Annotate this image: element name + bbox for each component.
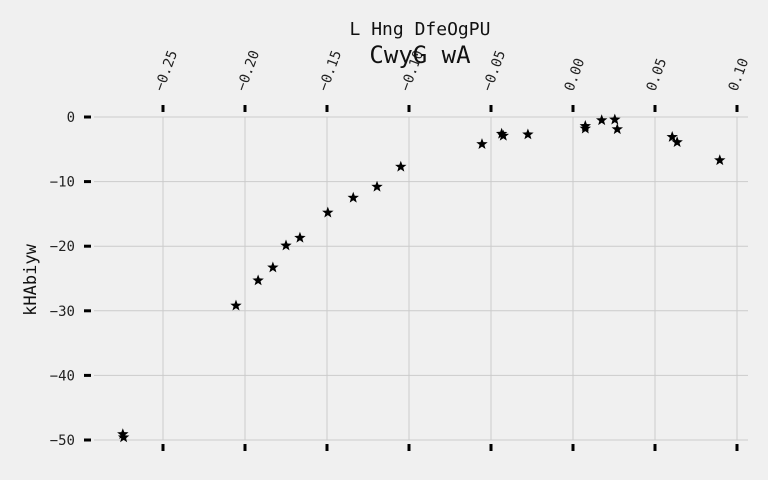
y-tick-label: −10 <box>50 175 75 191</box>
x-tick-mark-bottom <box>325 444 329 451</box>
x-tick-mark-bottom <box>161 444 165 451</box>
data-point <box>579 122 592 134</box>
data-point <box>294 231 306 243</box>
y-tick-mark <box>84 438 91 442</box>
y-tick-label: 0 <box>67 110 75 126</box>
y-tick-label: −30 <box>50 304 75 320</box>
data-points <box>117 113 726 443</box>
data-point <box>395 160 407 172</box>
data-point <box>347 191 359 203</box>
x-tick-mark-bottom <box>489 444 493 451</box>
data-point <box>371 180 383 192</box>
x-tick-mark-top <box>161 105 165 112</box>
y-axis-label: kHAbiyw <box>21 243 41 315</box>
chart-title: CwyG wA <box>369 41 471 69</box>
chart-suptitle: L Hng DfeOgPU <box>350 19 491 40</box>
data-point <box>609 113 621 125</box>
data-point <box>476 138 488 149</box>
data-point <box>267 261 279 273</box>
data-point <box>117 431 130 443</box>
data-point <box>495 127 508 139</box>
x-tick-mark-top <box>653 105 657 112</box>
y-tick-mark <box>84 115 91 119</box>
data-point <box>666 131 678 142</box>
data-point <box>230 299 242 311</box>
data-point <box>714 154 726 166</box>
x-tick-mark-bottom <box>653 444 657 451</box>
data-point <box>671 136 683 148</box>
y-tick-mark <box>84 244 91 248</box>
x-tick-mark-bottom <box>735 444 739 451</box>
x-tick-mark-top <box>735 105 739 112</box>
data-point <box>497 129 510 141</box>
x-tick-mark-bottom <box>407 444 411 451</box>
data-point <box>322 206 334 218</box>
data-point <box>595 114 608 126</box>
y-tick-mark <box>84 309 91 313</box>
x-tick-mark-top <box>325 105 329 112</box>
y-tick-label: −20 <box>50 239 75 255</box>
x-tick-mark-bottom <box>571 444 575 451</box>
grid-lines <box>94 116 748 441</box>
x-tick-mark-top <box>407 105 411 112</box>
data-point <box>611 123 623 135</box>
x-tick-mark-bottom <box>243 444 247 451</box>
tick-marks <box>84 105 739 451</box>
x-tick-mark-top <box>571 105 575 112</box>
data-point <box>252 274 264 286</box>
x-tick-mark-top <box>243 105 247 112</box>
y-tick-mark <box>84 180 91 184</box>
x-tick-mark-top <box>489 105 493 112</box>
data-point <box>280 239 292 251</box>
y-tick-mark <box>84 373 91 377</box>
y-tick-labels: 0 −10 −20 −30 −40 −50 <box>50 110 75 449</box>
y-tick-label: −40 <box>50 368 75 384</box>
data-point <box>522 128 534 140</box>
data-point <box>117 428 129 440</box>
y-tick-label: −50 <box>50 433 75 449</box>
